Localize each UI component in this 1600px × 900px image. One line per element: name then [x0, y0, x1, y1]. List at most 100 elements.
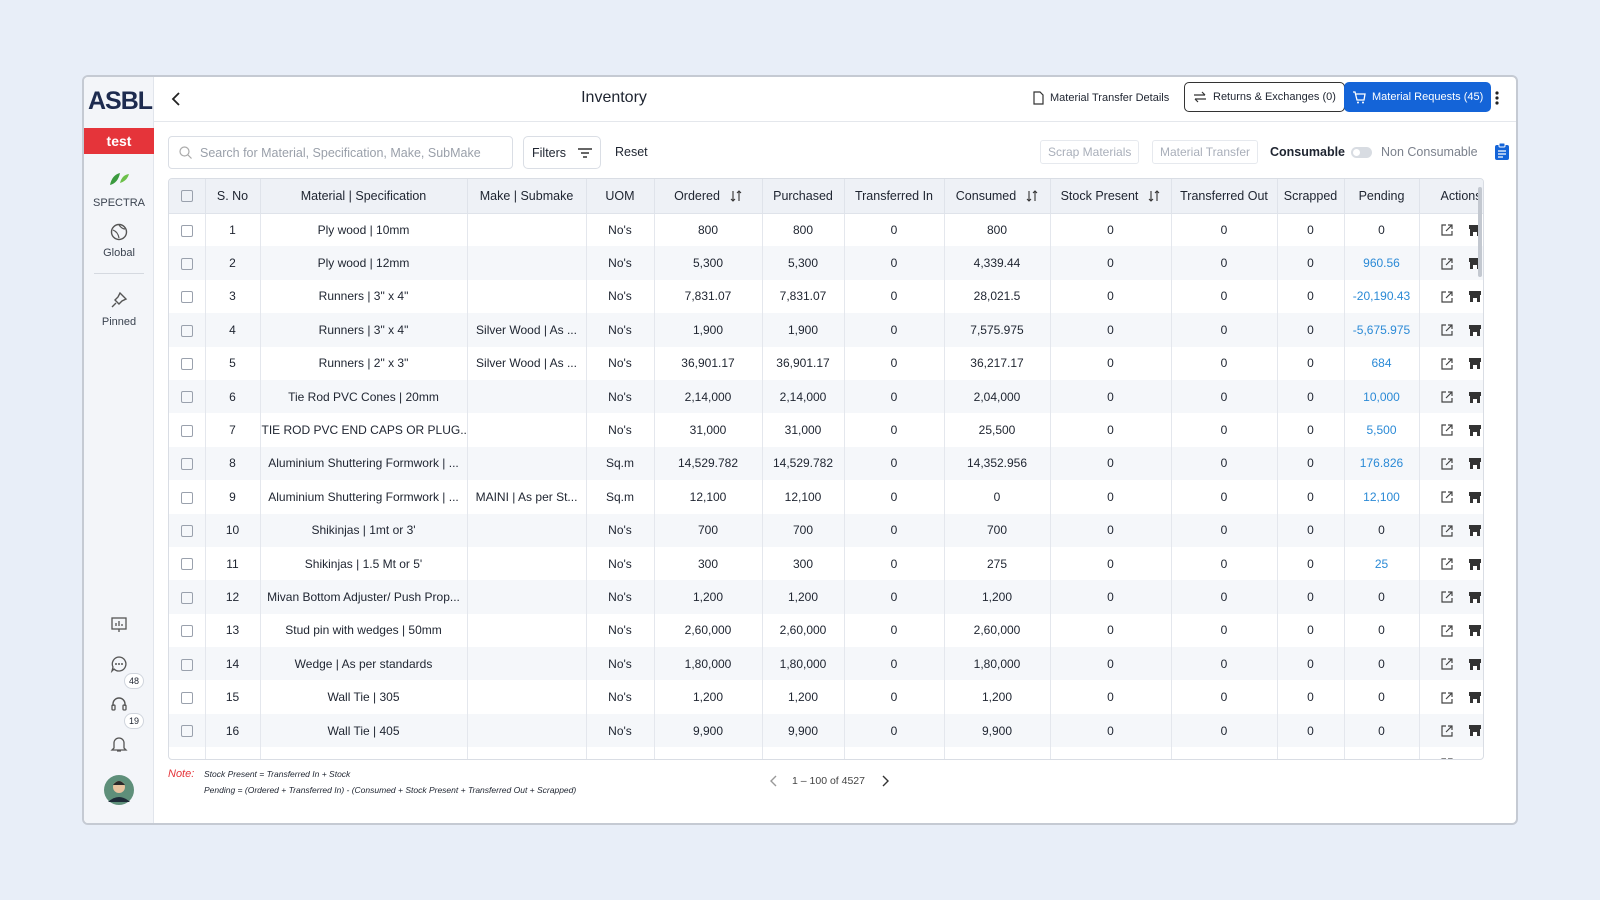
next-page[interactable]	[880, 775, 890, 787]
checkbox[interactable]	[180, 424, 193, 437]
checkbox[interactable]	[180, 491, 193, 504]
avatar[interactable]	[103, 774, 135, 806]
checkbox[interactable]	[180, 257, 193, 270]
back-button[interactable]	[168, 91, 184, 107]
checkbox[interactable]	[180, 458, 193, 471]
store-icon[interactable]	[1468, 724, 1482, 737]
store-icon[interactable]	[1468, 624, 1482, 637]
table-cell: 14,352.956	[944, 446, 1051, 481]
checkbox[interactable]	[180, 358, 193, 371]
open-icon[interactable]	[1440, 223, 1454, 237]
checkbox[interactable]	[180, 224, 193, 237]
spectra-icon[interactable]	[108, 171, 130, 187]
consumable-toggle[interactable]	[1351, 147, 1372, 158]
open-icon[interactable]	[1440, 691, 1454, 705]
open-icon[interactable]	[1440, 323, 1454, 337]
bell-icon[interactable]	[110, 735, 128, 753]
table-cell: -5,675.975	[1344, 313, 1420, 347]
sort-icon[interactable]	[730, 190, 742, 203]
open-icon[interactable]	[1440, 557, 1454, 571]
scrollbar[interactable]	[1478, 187, 1482, 277]
sort-icon[interactable]	[1148, 190, 1160, 203]
requests-button[interactable]: Material Requests (45)	[1344, 82, 1492, 112]
table-cell: 0	[1050, 747, 1172, 759]
checkbox[interactable]	[180, 558, 193, 571]
nav-label[interactable]: Pinned	[101, 316, 137, 328]
store-icon[interactable]	[1468, 691, 1482, 704]
transfer-details-button[interactable]: Material Transfer Details	[1024, 83, 1177, 113]
open-icon[interactable]	[1440, 590, 1454, 604]
search-box[interactable]: Search for Material, Specification, Make…	[168, 136, 513, 169]
table-cell: 0	[844, 446, 945, 481]
open-icon[interactable]	[1440, 524, 1454, 538]
pin-icon[interactable]	[110, 291, 128, 309]
checkbox[interactable]	[180, 324, 193, 337]
prev-page[interactable]	[769, 775, 779, 787]
table-cell: 0	[1277, 413, 1345, 447]
open-icon[interactable]	[1440, 257, 1454, 271]
store-icon[interactable]	[1468, 558, 1482, 571]
checkbox[interactable]	[180, 625, 193, 638]
scrap-button[interactable]: Scrap Materials	[1040, 140, 1140, 164]
open-icon[interactable]	[1440, 657, 1454, 671]
table-cell: Wall Tie | 305	[260, 680, 468, 714]
table-cell: 2,60,000	[944, 613, 1051, 648]
table-cell: 0	[844, 480, 945, 514]
filters-button[interactable]: Filters	[523, 136, 602, 169]
checkbox[interactable]	[180, 391, 193, 404]
support-icon[interactable]	[110, 695, 128, 713]
checkbox[interactable]	[180, 725, 193, 738]
open-icon[interactable]	[1440, 490, 1454, 504]
store-icon[interactable]	[1468, 491, 1482, 504]
column-header: Scrapped	[1277, 179, 1345, 214]
store-icon[interactable]	[1468, 357, 1482, 370]
checkbox[interactable]	[180, 525, 193, 538]
table-cell: Sq.m	[586, 446, 655, 481]
column-header[interactable]: Stock Present	[1050, 179, 1172, 214]
table-row: 6 Tie Rod PVC Cones | 20mm No's 2,14,000 2,1…	[169, 379, 1483, 414]
more-menu[interactable]	[1492, 90, 1502, 106]
table-cell: 25	[1344, 546, 1420, 581]
checkbox[interactable]	[180, 758, 193, 759]
store-icon[interactable]	[1468, 290, 1482, 303]
checkbox[interactable]	[180, 658, 193, 671]
chat-icon[interactable]	[110, 655, 128, 673]
column-header[interactable]: Consumed	[944, 179, 1051, 214]
column-header[interactable]: Ordered	[654, 179, 763, 214]
store-icon[interactable]	[1468, 457, 1482, 470]
store-icon[interactable]	[1468, 591, 1482, 604]
report-icon[interactable]	[110, 616, 128, 634]
table-cell: 0	[1171, 379, 1278, 414]
store-icon[interactable]	[1468, 424, 1482, 437]
open-icon[interactable]	[1440, 457, 1454, 471]
open-icon[interactable]	[1440, 390, 1454, 404]
open-icon[interactable]	[1440, 757, 1454, 760]
returns-button[interactable]: Returns & Exchanges (0)	[1184, 82, 1345, 112]
store-icon[interactable]	[1468, 391, 1482, 404]
table-cell: 5,300	[654, 246, 763, 280]
store-icon[interactable]	[1468, 658, 1482, 671]
checkbox[interactable]	[180, 190, 193, 203]
nav-label[interactable]: SPECTRA	[93, 197, 145, 209]
store-icon[interactable]	[1468, 324, 1482, 337]
open-icon[interactable]	[1440, 624, 1454, 638]
store-icon[interactable]	[1468, 758, 1482, 760]
open-icon[interactable]	[1440, 423, 1454, 437]
open-icon[interactable]	[1440, 290, 1454, 304]
store-icon[interactable]	[1468, 524, 1482, 537]
table-cell: 0	[1277, 680, 1345, 714]
nav-label[interactable]: Global	[103, 247, 135, 259]
clipboard-icon[interactable]	[1494, 142, 1510, 160]
transfer-button[interactable]: Material Transfer	[1152, 140, 1259, 164]
sort-icon[interactable]	[1026, 190, 1038, 203]
reset-button[interactable]: Reset	[615, 145, 648, 159]
table-cell: -20,190.43	[1344, 279, 1420, 314]
open-icon[interactable]	[1440, 357, 1454, 371]
global-icon[interactable]	[110, 223, 128, 241]
open-icon[interactable]	[1440, 724, 1454, 738]
checkbox[interactable]	[180, 591, 193, 604]
checkbox[interactable]	[180, 691, 193, 704]
table-cell: 12,100	[1344, 480, 1420, 514]
checkbox[interactable]	[180, 291, 193, 304]
